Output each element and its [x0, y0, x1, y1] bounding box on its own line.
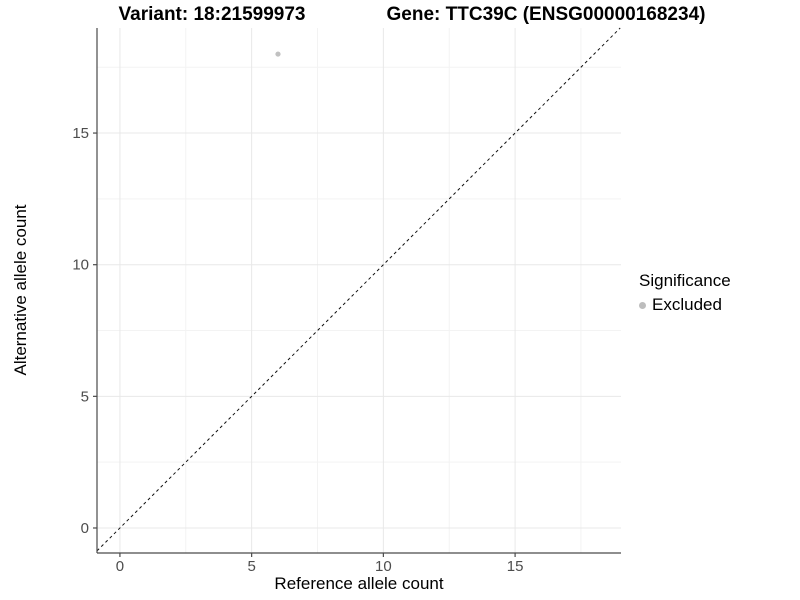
identity-line [96, 27, 621, 552]
y-tick-label: 10 [72, 257, 89, 274]
y-tick-label: 0 [81, 520, 89, 537]
data-point [275, 51, 281, 57]
variant-title: Variant: 18:21599973 [118, 4, 306, 25]
legend-item-label: Excluded [652, 295, 722, 314]
x-axis-title: Reference allele count [274, 574, 444, 593]
legend: Significance Excluded [639, 271, 731, 315]
x-tick-label: 15 [507, 558, 524, 575]
y-axis-title: Alternative allele count [11, 204, 30, 376]
legend-point-icon [639, 301, 646, 309]
legend-title: Significance [639, 271, 731, 290]
x-tick-label: 5 [247, 558, 255, 575]
legend-item-excluded: Excluded [639, 295, 731, 315]
x-tick-label: 0 [116, 558, 124, 575]
y-tick-label: 5 [81, 388, 89, 405]
gene-title: Gene: TTC39C (ENSG00000168234) [386, 4, 706, 25]
x-tick-label: 10 [375, 558, 392, 575]
y-tick-label: 15 [72, 125, 89, 142]
